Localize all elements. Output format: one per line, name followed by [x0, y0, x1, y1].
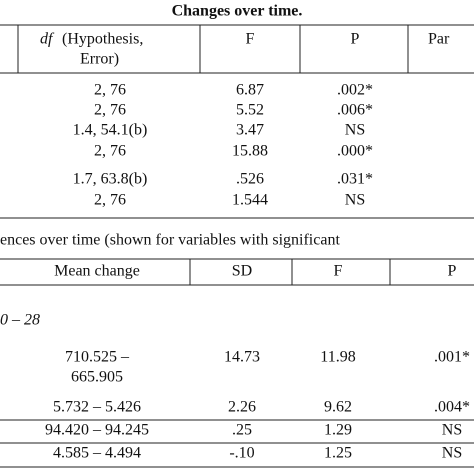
cell: 5.52 [236, 102, 264, 119]
cell: 14.73 [224, 349, 260, 366]
cell: NS [345, 122, 365, 139]
cell: 2, 76 [94, 143, 126, 160]
cell: 11.98 [320, 349, 355, 366]
cell: 2, 76 [94, 192, 126, 209]
cell: 1.25 [324, 445, 352, 462]
cell: NS [442, 445, 462, 462]
cell: .001* [434, 349, 470, 366]
header-cell: SD [232, 263, 252, 280]
section-title: ences over time (shown for variables wit… [0, 232, 340, 249]
cell: 1.7, 63.8(b) [73, 171, 148, 188]
cell: .526 [236, 171, 264, 188]
cell: 1.4, 54.1(b) [73, 122, 148, 139]
cell: 5.732 – 5.426 [53, 399, 141, 416]
cell: 94.420 – 94.245 [45, 422, 149, 439]
header-df: Error) [80, 51, 119, 68]
cell: 665.905 [71, 369, 123, 386]
header-cell: F [334, 263, 343, 280]
header-df: df [40, 31, 55, 48]
cell: .006* [337, 102, 373, 119]
cell: 1.544 [232, 192, 268, 209]
cell: 15.88 [232, 143, 268, 160]
header-df: (Hypothesis, [62, 31, 143, 48]
cell: 710.525 – [65, 349, 130, 366]
cell: 2.26 [228, 399, 256, 416]
cell: 6.87 [236, 82, 264, 99]
header-cell: P [448, 263, 457, 280]
cell: .004* [434, 399, 470, 416]
cell: NS [442, 422, 462, 439]
cell: 3.47 [236, 122, 264, 139]
header-p: P [351, 31, 360, 48]
cell: 4.585 – 4.494 [53, 445, 141, 462]
cell: NS [345, 192, 365, 209]
subheading: 0 – 28 [0, 312, 40, 329]
cell: .002* [337, 82, 373, 99]
cell: 2, 76 [94, 82, 126, 99]
cell: .000* [337, 143, 373, 160]
cell: 9.62 [324, 399, 352, 416]
cell: .031* [337, 171, 373, 188]
cell: -.10 [229, 445, 254, 462]
title: Changes over time. [172, 3, 303, 20]
cell: .25 [232, 422, 252, 439]
header-f: F [246, 31, 255, 48]
header-cell: Mean change [54, 263, 140, 280]
cell: 1.29 [324, 422, 352, 439]
cell: 2, 76 [94, 102, 126, 119]
header-partial: Par [428, 31, 450, 48]
